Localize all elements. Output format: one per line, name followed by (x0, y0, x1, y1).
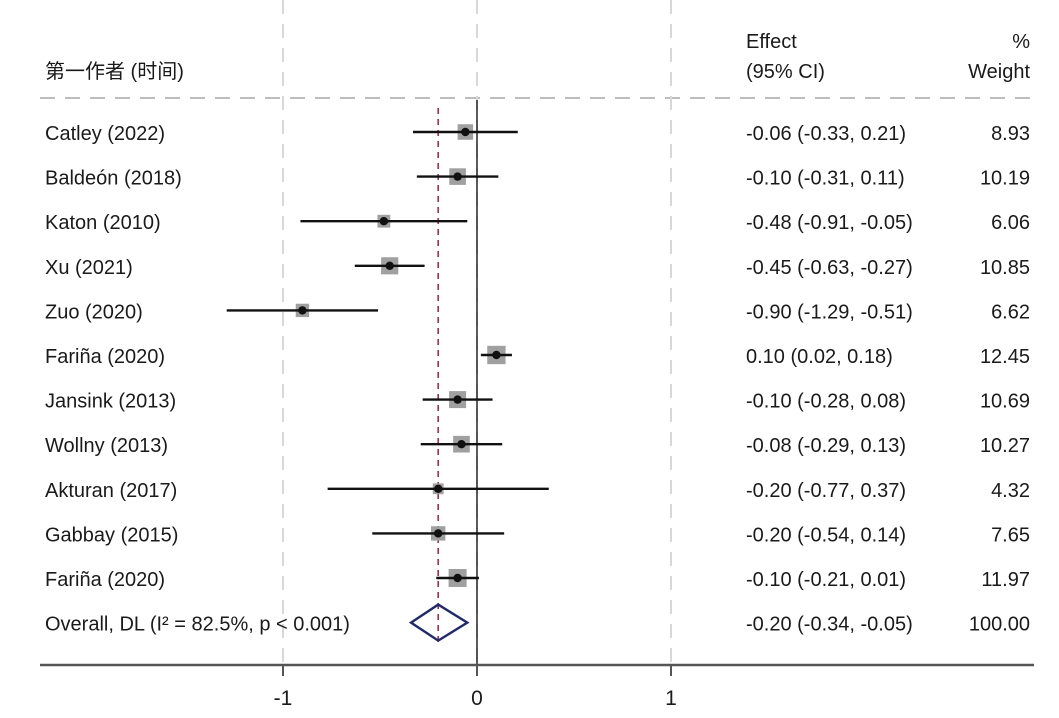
study-label: Catley (2022) (45, 123, 165, 145)
weight-text: 10.19 (980, 168, 1030, 190)
point-estimate (457, 440, 466, 449)
overall-row: Overall, DL (I² = 82.5%, p < 0.001) -0.20… (45, 603, 1030, 643)
effect-ci-text: -0.90 (-1.29, -0.51) (746, 301, 913, 323)
weight-text: 7.65 (991, 524, 1030, 546)
study-row: Fariña (2020) -0.10 (-0.21, 0.01) 11.97 (45, 569, 1030, 591)
weight-text: 6.62 (991, 301, 1030, 323)
x-axis: -1 0 1 (40, 663, 1034, 710)
weight-text: 4.32 (991, 480, 1030, 502)
overall-effect-text: -0.20 (-0.34, -0.05) (746, 614, 913, 636)
study-label: Gabbay (2015) (45, 524, 178, 546)
effect-column-header-line1: Effect (746, 31, 797, 53)
study-row: Wollny (2013) -0.08 (-0.29, 0.13) 10.27 (45, 435, 1030, 457)
weight-column-header-line1: % (1012, 31, 1030, 53)
study-row: Baldeón (2018) -0.10 (-0.31, 0.11) 10.19 (45, 168, 1030, 190)
study-label: Baldeón (2018) (45, 168, 182, 190)
study-row: Jansink (2013) -0.10 (-0.28, 0.08) 10.69 (45, 391, 1030, 413)
effect-ci-text: 0.10 (0.02, 0.18) (746, 346, 893, 368)
effect-ci-text: -0.08 (-0.29, 0.13) (746, 435, 906, 457)
study-label: Fariña (2020) (45, 346, 165, 368)
study-label: Xu (2021) (45, 257, 133, 279)
overall-diamond (408, 603, 470, 643)
point-estimate (453, 395, 462, 404)
effect-ci-text: -0.20 (-0.54, 0.14) (746, 524, 906, 546)
point-estimate (298, 306, 307, 315)
overall-label: Overall, DL (I² = 82.5%, p < 0.001) (45, 614, 350, 636)
effect-ci-text: -0.10 (-0.28, 0.08) (746, 391, 906, 413)
weight-text: 6.06 (991, 212, 1030, 234)
study-label: Zuo (2020) (45, 301, 143, 323)
x-tick-label: 0 (471, 687, 483, 710)
weight-text: 10.27 (980, 435, 1030, 457)
study-column-header: 第一作者 (时间) (45, 60, 184, 83)
study-label: Fariña (2020) (45, 569, 165, 591)
weight-text: 8.93 (991, 123, 1030, 145)
weight-text: 10.85 (980, 257, 1030, 279)
x-tick-label: 1 (665, 687, 677, 710)
effect-ci-text: -0.10 (-0.31, 0.11) (746, 168, 905, 190)
point-estimate (453, 172, 462, 181)
weight-column-header-line2: Weight (968, 61, 1030, 83)
weight-text: 11.97 (981, 569, 1030, 591)
study-row: Gabbay (2015) -0.20 (-0.54, 0.14) 7.65 (45, 524, 1030, 546)
study-label: Wollny (2013) (45, 435, 168, 457)
study-label: Akturan (2017) (45, 480, 177, 502)
effect-ci-text: -0.06 (-0.33, 0.21) (746, 123, 906, 145)
point-estimate (453, 573, 462, 583)
x-tick-label: -1 (274, 687, 293, 710)
study-row: Katon (2010) -0.48 (-0.91, -0.05) 6.06 (45, 212, 1030, 234)
point-estimate (434, 529, 443, 538)
study-row: Fariña (2020) 0.10 (0.02, 0.18) 12.45 (45, 345, 1030, 368)
point-estimate (385, 261, 394, 270)
overall-weight-text: 100.00 (969, 614, 1030, 636)
study-label: Jansink (2013) (45, 391, 176, 413)
point-estimate (434, 484, 443, 493)
effect-column-header-line2: (95% CI) (746, 61, 825, 83)
point-estimate (379, 217, 389, 226)
weight-text: 10.69 (980, 391, 1030, 413)
study-rows: Catley (2022) -0.06 (-0.33, 0.21) 8.93 Bald… (45, 123, 1030, 643)
weight-text: 12.45 (980, 346, 1030, 368)
study-row: Zuo (2020) -0.90 (-1.29, -0.51) 6.62 (45, 301, 1030, 323)
effect-ci-text: -0.45 (-0.63, -0.27) (746, 257, 913, 279)
effect-ci-text: -0.20 (-0.77, 0.37) (746, 480, 906, 502)
study-row: Xu (2021) -0.45 (-0.63, -0.27) 10.85 (45, 257, 1030, 279)
study-label: Katon (2010) (45, 212, 161, 234)
point-estimate (492, 350, 501, 360)
point-estimate (461, 127, 470, 137)
study-row: Catley (2022) -0.06 (-0.33, 0.21) 8.93 (45, 123, 1030, 145)
effect-ci-text: -0.10 (-0.21, 0.01) (746, 569, 906, 591)
effect-ci-text: -0.48 (-0.91, -0.05) (746, 212, 913, 234)
study-row: Akturan (2017) -0.20 (-0.77, 0.37) 4.32 (45, 480, 1030, 502)
